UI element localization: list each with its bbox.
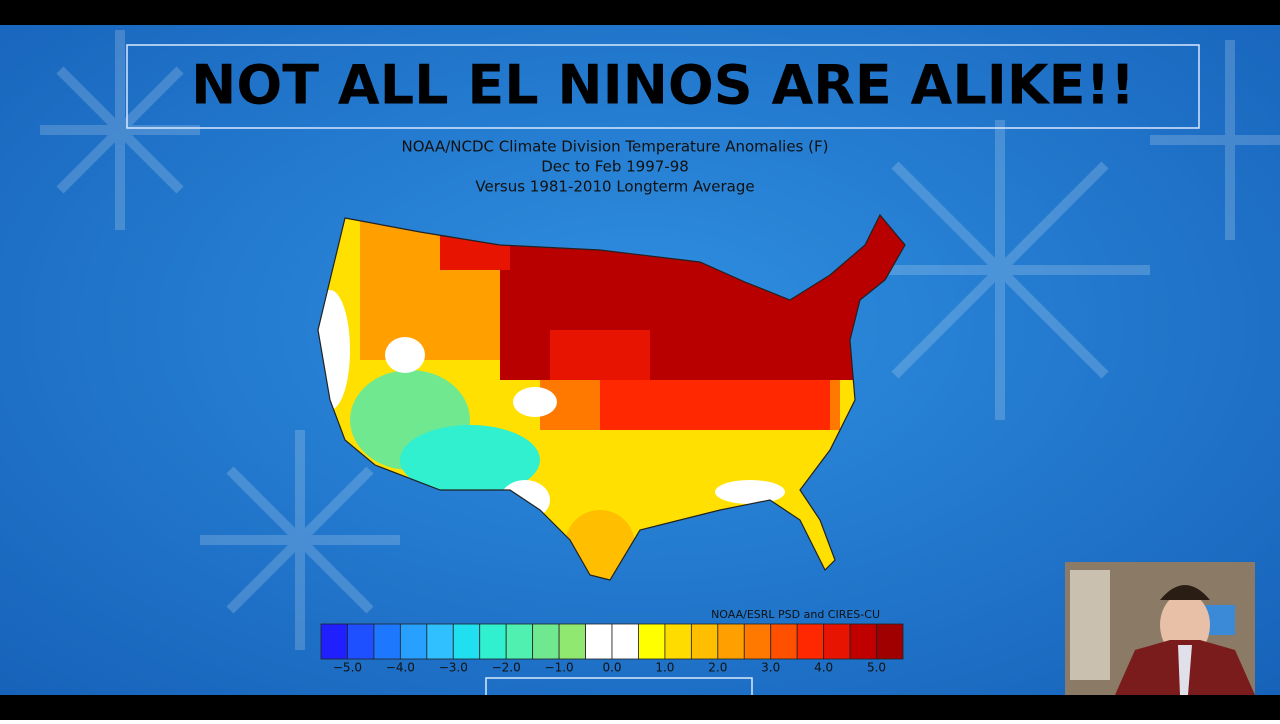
- colorbar-cell: [479, 623, 507, 660]
- colorbar-tick-label: 3.0: [761, 661, 780, 675]
- colorbar-tick-label: 1.0: [655, 661, 674, 675]
- map-title-line: Dec to Feb 1997-98: [541, 158, 689, 176]
- colorbar-tick-label: −5.0: [333, 661, 362, 675]
- colorbar-cell: [876, 623, 904, 660]
- colorbar-cell: [426, 623, 454, 660]
- colorbar-cell: [399, 623, 428, 660]
- colorbar-tick-label: 0.0: [602, 661, 621, 675]
- map-title: NOAA/NCDC Climate Division Temperature A…: [402, 138, 829, 196]
- colorbar-credit: NOAA/ESRL PSD and CIRES-CU: [711, 608, 880, 621]
- colorbar-cell: [558, 623, 586, 660]
- colorbar-cell: [770, 623, 798, 660]
- colorbar-cell: [849, 623, 877, 660]
- colorbar-tick-label: 4.0: [814, 661, 833, 675]
- colorbar-cell: [611, 623, 639, 660]
- us-outline: [317, 213, 906, 581]
- colorbar-tick-label: −2.0: [492, 661, 521, 675]
- colorbar-cell: [690, 623, 719, 660]
- colorbar-cell: [823, 623, 851, 660]
- colorbar-cell: [585, 623, 613, 660]
- snowflakes: [40, 30, 1280, 650]
- colorbar-cell: [532, 623, 560, 660]
- colorbar-cell: [320, 623, 348, 660]
- webcam-inset: [1065, 562, 1255, 695]
- colorbar-tick-label: 5.0: [867, 661, 886, 675]
- colorbar-cell: [452, 623, 481, 660]
- colorbar-cell: [505, 623, 534, 660]
- colorbar-tick-label: −4.0: [386, 661, 415, 675]
- colorbar-cell: [717, 623, 745, 660]
- letterbox-bottom: [0, 695, 1280, 720]
- colorbar-tick-label: −3.0: [439, 661, 468, 675]
- colorbar-cell: [638, 623, 666, 660]
- letterbox-top: [0, 0, 1280, 25]
- colorbar-cell: [743, 623, 772, 660]
- colorbar-tick-label: 2.0: [708, 661, 727, 675]
- map-title-line: Versus 1981-2010 Longterm Average: [475, 178, 754, 196]
- colorbar-cell: [796, 623, 825, 660]
- colorbar-tick-label: −1.0: [545, 661, 574, 675]
- colorbar-cell: [347, 623, 375, 660]
- colorbar-cell: [664, 623, 692, 660]
- map-title-line: NOAA/NCDC Climate Division Temperature A…: [402, 138, 829, 156]
- slide-title: NOT ALL EL NINOS ARE ALIKE!!: [191, 54, 1135, 117]
- title-box: [126, 44, 1200, 129]
- colorbar: −5.0 −4.0 −3.0 −2.0 −1.0 0.0 1.0 2.0 3.0 4.0 5.0: [320, 623, 904, 675]
- colorbar-cell: [373, 623, 401, 660]
